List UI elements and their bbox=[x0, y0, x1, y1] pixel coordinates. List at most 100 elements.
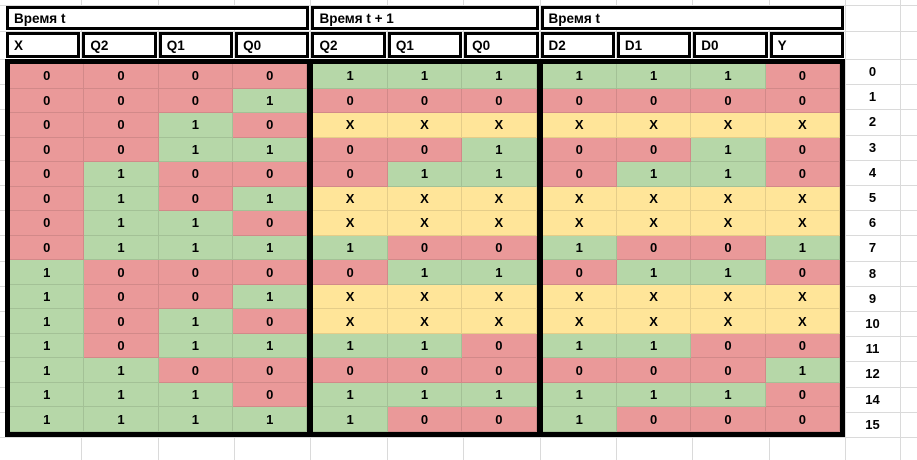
table-cell[interactable]: 0 bbox=[233, 113, 308, 138]
table-cell[interactable]: X bbox=[462, 211, 537, 236]
table-cell[interactable]: 1 bbox=[233, 88, 308, 114]
table-cell[interactable]: 0 bbox=[462, 358, 537, 383]
table-cell[interactable]: 1 bbox=[313, 333, 388, 359]
table-cell[interactable]: X bbox=[313, 211, 388, 236]
table-cell[interactable]: 0 bbox=[84, 64, 159, 89]
table-cell[interactable]: 1 bbox=[462, 382, 537, 408]
table-cell[interactable]: 0 bbox=[10, 88, 85, 114]
table-cell[interactable]: 0 bbox=[387, 137, 463, 163]
header-group-cell[interactable]: Время t + 1 bbox=[311, 6, 539, 30]
table-cell[interactable]: X bbox=[313, 284, 388, 310]
table-cell[interactable]: 0 bbox=[462, 235, 537, 261]
table-cell[interactable]: X bbox=[542, 211, 617, 236]
table-cell[interactable]: 0 bbox=[616, 137, 692, 163]
table-cell[interactable]: X bbox=[462, 309, 537, 334]
table-cell[interactable]: 0 bbox=[84, 137, 159, 163]
table-cell[interactable]: 0 bbox=[313, 137, 388, 163]
table-cell[interactable]: 0 bbox=[158, 358, 234, 383]
table-cell[interactable]: 0 bbox=[10, 113, 85, 138]
table-cell[interactable]: 0 bbox=[84, 284, 159, 310]
table-cell[interactable]: X bbox=[765, 211, 840, 236]
table-cell[interactable]: 0 bbox=[233, 358, 308, 383]
table-cell[interactable]: 1 bbox=[84, 162, 159, 187]
table-cell[interactable]: 1 bbox=[84, 186, 159, 212]
table-cell[interactable]: 0 bbox=[765, 260, 840, 285]
table-cell[interactable]: X bbox=[387, 284, 463, 310]
table-cell[interactable]: 1 bbox=[158, 382, 234, 408]
table-cell[interactable]: 0 bbox=[387, 358, 463, 383]
table-cell[interactable]: X bbox=[616, 186, 692, 212]
table-cell[interactable]: X bbox=[765, 113, 840, 138]
table-cell[interactable]: 0 bbox=[10, 162, 85, 187]
table-cell[interactable]: 1 bbox=[158, 113, 234, 138]
column-header-cell[interactable]: D2 bbox=[540, 32, 615, 58]
table-cell[interactable]: 1 bbox=[84, 382, 159, 408]
table-cell[interactable]: 1 bbox=[616, 260, 692, 285]
table-cell[interactable]: 0 bbox=[233, 382, 308, 408]
table-cell[interactable]: X bbox=[691, 186, 766, 212]
table-cell[interactable]: 1 bbox=[158, 333, 234, 359]
table-cell[interactable]: 0 bbox=[158, 64, 234, 89]
table-cell[interactable]: 1 bbox=[462, 137, 537, 163]
table-cell[interactable]: 1 bbox=[233, 333, 308, 359]
table-cell[interactable]: 1 bbox=[691, 137, 766, 163]
table-cell[interactable]: 0 bbox=[691, 235, 766, 261]
table-cell[interactable]: 1 bbox=[158, 309, 234, 334]
table-cell[interactable]: 0 bbox=[691, 333, 766, 359]
table-cell[interactable]: 0 bbox=[158, 186, 234, 212]
table-cell[interactable]: 0 bbox=[84, 333, 159, 359]
table-cell[interactable]: 1 bbox=[158, 235, 234, 261]
table-cell[interactable]: 0 bbox=[10, 235, 85, 261]
table-cell[interactable]: X bbox=[765, 309, 840, 334]
table-cell[interactable]: X bbox=[691, 113, 766, 138]
table-cell[interactable]: 1 bbox=[10, 333, 85, 359]
table-cell[interactable]: 0 bbox=[387, 407, 463, 432]
table-cell[interactable]: 0 bbox=[313, 88, 388, 114]
table-cell[interactable]: 0 bbox=[765, 382, 840, 408]
table-cell[interactable]: 0 bbox=[462, 88, 537, 114]
table-cell[interactable]: 1 bbox=[233, 407, 308, 432]
table-cell[interactable]: 1 bbox=[158, 137, 234, 163]
table-cell[interactable]: 0 bbox=[233, 162, 308, 187]
table-cell[interactable]: 1 bbox=[462, 260, 537, 285]
table-cell[interactable]: 0 bbox=[542, 162, 617, 187]
table-cell[interactable]: 0 bbox=[313, 358, 388, 383]
table-cell[interactable]: 1 bbox=[84, 358, 159, 383]
table-cell[interactable]: 1 bbox=[10, 284, 85, 310]
table-cell[interactable]: 0 bbox=[765, 137, 840, 163]
table-cell[interactable]: X bbox=[542, 284, 617, 310]
table-cell[interactable]: 1 bbox=[10, 382, 85, 408]
table-cell[interactable]: 0 bbox=[765, 162, 840, 187]
table-cell[interactable]: X bbox=[313, 309, 388, 334]
table-cell[interactable]: 0 bbox=[10, 211, 85, 236]
table-cell[interactable]: 1 bbox=[616, 162, 692, 187]
table-cell[interactable]: 0 bbox=[765, 64, 840, 89]
table-cell[interactable]: 0 bbox=[616, 235, 692, 261]
table-cell[interactable]: 1 bbox=[765, 235, 840, 261]
table-cell[interactable]: 1 bbox=[542, 64, 617, 89]
table-cell[interactable]: X bbox=[462, 186, 537, 212]
column-header-cell[interactable]: Q2 bbox=[82, 32, 157, 58]
table-cell[interactable]: 0 bbox=[313, 260, 388, 285]
table-cell[interactable]: 0 bbox=[387, 88, 463, 114]
table-cell[interactable]: 1 bbox=[10, 309, 85, 334]
table-cell[interactable]: 1 bbox=[691, 162, 766, 187]
table-cell[interactable]: 0 bbox=[10, 137, 85, 163]
table-cell[interactable]: 1 bbox=[10, 358, 85, 383]
table-cell[interactable]: 0 bbox=[84, 113, 159, 138]
table-cell[interactable]: 1 bbox=[616, 382, 692, 408]
table-cell[interactable]: 1 bbox=[233, 186, 308, 212]
table-cell[interactable]: 0 bbox=[233, 64, 308, 89]
table-cell[interactable]: X bbox=[616, 309, 692, 334]
table-cell[interactable]: 1 bbox=[691, 382, 766, 408]
table-cell[interactable]: 1 bbox=[691, 260, 766, 285]
table-cell[interactable]: 0 bbox=[765, 407, 840, 432]
table-cell[interactable]: X bbox=[616, 211, 692, 236]
table-cell[interactable]: 1 bbox=[313, 407, 388, 432]
table-cell[interactable]: 0 bbox=[542, 260, 617, 285]
table-cell[interactable]: 1 bbox=[542, 333, 617, 359]
table-cell[interactable]: X bbox=[387, 309, 463, 334]
table-cell[interactable]: 0 bbox=[616, 407, 692, 432]
column-header-cell[interactable]: D0 bbox=[693, 32, 768, 58]
table-cell[interactable]: X bbox=[616, 284, 692, 310]
